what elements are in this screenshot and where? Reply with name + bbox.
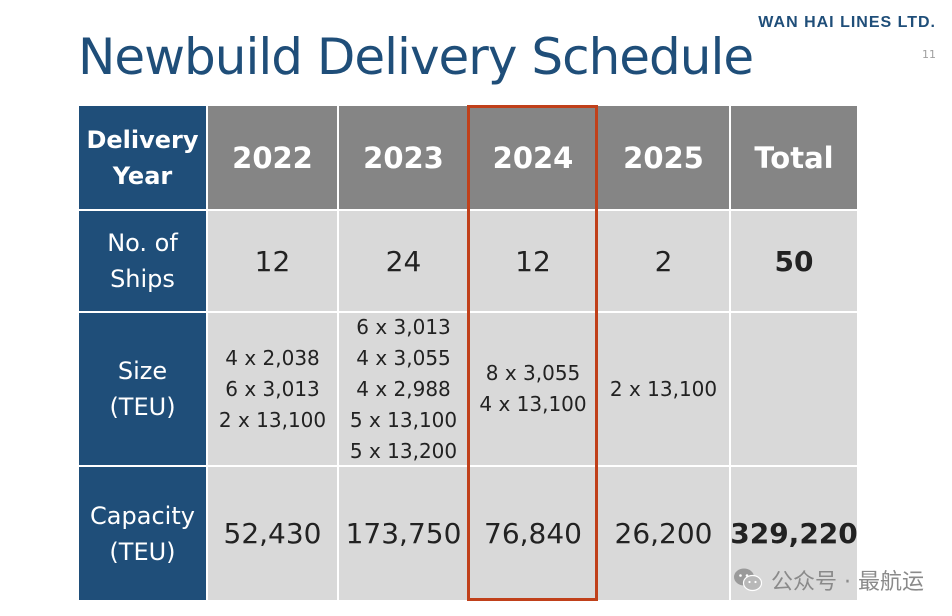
ships-2023: 24 (339, 211, 470, 313)
company-logo: WAN HAI LINES LTD. (758, 14, 936, 31)
size-line: 4 x 13,100 (479, 392, 587, 416)
column-header-2024: 2024 (470, 106, 598, 211)
ships-total: 50 (731, 211, 857, 313)
size-line: 5 x 13,100 (349, 407, 458, 432)
row-label-line: Ships (110, 265, 175, 293)
size-2025: 2 x 13,100 (598, 313, 731, 467)
watermark-text: 公众号 · 最航运 (771, 570, 924, 595)
page-number: 11 (922, 48, 936, 61)
column-header-2025: 2025 (598, 106, 731, 211)
size-2023: 6 x 3,013 4 x 3,055 4 x 2,988 5 x 13,100… (339, 313, 470, 467)
size-2022: 4 x 2,038 6 x 3,013 2 x 13,100 (208, 313, 339, 467)
size-line: 8 x 3,055 (485, 361, 581, 385)
size-line: 2 x 13,100 (609, 376, 718, 401)
capacity-2022: 52,430 (208, 467, 339, 602)
size-line: 6 x 3,013 (356, 314, 451, 339)
column-header-2022: 2022 (208, 106, 339, 211)
column-header-total: Total (731, 106, 857, 211)
capacity-2023: 173,750 (339, 467, 470, 602)
size-line: 6 x 3,013 (225, 376, 320, 401)
column-header-2023: 2023 (339, 106, 470, 211)
size-line: 4 x 3,055 (356, 345, 451, 370)
row-label-line: Capacity (90, 501, 195, 530)
wechat-icon (733, 567, 763, 593)
watermark: 公众号 · 最航运 (733, 564, 924, 596)
delivery-schedule-table: Delivery Year 2022 2023 2024 2025 Total … (79, 106, 858, 602)
size-2024: 8 x 3,055 4 x 13,100 (470, 313, 598, 467)
row-header-size: Size (TEU) (79, 313, 208, 467)
ships-2025: 2 (598, 211, 731, 313)
row-label-line: (TEU) (109, 393, 176, 421)
size-total (731, 313, 857, 467)
corner-label-line: Delivery (86, 125, 199, 154)
page-title: Newbuild Delivery Schedule (78, 28, 754, 86)
size-line: 5 x 13,200 (349, 438, 458, 463)
corner-header-cell: Delivery Year (79, 106, 208, 211)
capacity-2025: 26,200 (598, 467, 731, 602)
corner-label-line: Year (112, 161, 173, 190)
size-line: 2 x 13,100 (218, 407, 327, 432)
size-line: 4 x 2,988 (356, 376, 451, 401)
row-label-line: (TEU) (109, 537, 176, 566)
ships-2022: 12 (208, 211, 339, 313)
row-header-ships: No. of Ships (79, 211, 208, 313)
row-label-line: Size (117, 357, 168, 385)
capacity-2024: 76,840 (470, 467, 598, 602)
size-line: 4 x 2,038 (225, 345, 320, 370)
row-header-capacity: Capacity (TEU) (79, 467, 208, 602)
ships-2024: 12 (470, 211, 598, 313)
row-label-line: No. of (107, 229, 178, 257)
